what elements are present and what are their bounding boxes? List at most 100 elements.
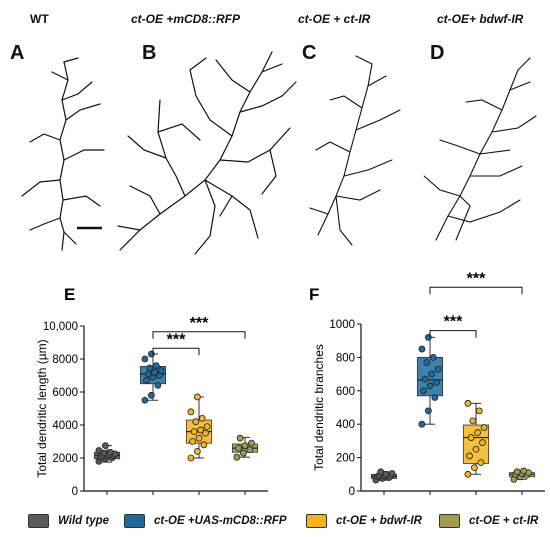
- box-group: [508, 467, 536, 483]
- data-point: [423, 359, 431, 366]
- y-tick-label: 2000: [52, 453, 78, 465]
- data-point: [198, 414, 206, 422]
- data-point: [469, 417, 477, 425]
- significance-bracket: ***: [429, 314, 477, 338]
- y-tick-label: 600: [336, 386, 355, 398]
- y-tick-label: 0: [349, 486, 355, 498]
- panel-letter-a: A: [10, 42, 25, 64]
- data-point: [235, 444, 242, 452]
- bracket-line: [429, 330, 477, 338]
- y-tick-label: 200: [336, 453, 355, 465]
- y-tick-label: 0: [72, 486, 78, 498]
- panel-title-d: ct-OE+ bdwf-IR: [437, 12, 524, 26]
- neuron-images: [21, 51, 537, 255]
- legend-label: Wild type: [58, 515, 110, 527]
- y-tick-label: 6000: [52, 387, 78, 399]
- y-tick-label: 8000: [52, 354, 78, 366]
- y-tick-label: 1000: [329, 319, 355, 331]
- significance-label: ***: [444, 314, 463, 331]
- y-axis-label: Total dendritic length (µm): [35, 339, 49, 477]
- y-tick-label: 800: [336, 352, 355, 364]
- legend-swatch: [28, 514, 49, 528]
- data-point: [377, 468, 385, 476]
- legend: Wild type ct-OE +UAS-mCD8::RFP ct-OE + b…: [0, 514, 550, 534]
- data-point: [472, 445, 480, 453]
- data-point: [141, 396, 149, 404]
- data-point: [426, 382, 434, 390]
- significance-bracket: ***: [152, 331, 200, 356]
- data-point: [192, 418, 200, 426]
- panel-letter-f: F: [309, 285, 319, 304]
- legend-swatch: [306, 514, 327, 528]
- panel-letter-d: D: [430, 42, 445, 64]
- significance-label: ***: [167, 331, 186, 348]
- data-point: [428, 370, 436, 378]
- box-group: [139, 350, 167, 404]
- neuron-wt-image: [21, 57, 105, 251]
- data-point: [470, 464, 478, 472]
- legend-label: ct-OE +UAS-mCD8::RFP: [154, 515, 287, 527]
- box-group: [462, 399, 490, 478]
- data-point: [187, 408, 195, 416]
- data-point: [146, 364, 154, 372]
- bracket-line: [152, 347, 200, 356]
- box-group: [416, 333, 444, 428]
- data-point: [479, 439, 486, 446]
- data-point: [464, 470, 472, 478]
- neuron-ct-oe-bdwf-ir-image: [423, 57, 537, 241]
- data-point: [467, 434, 475, 441]
- data-point: [424, 407, 432, 415]
- data-point: [429, 354, 437, 361]
- data-point: [421, 375, 429, 383]
- legend-item-ct-oe-ct-ir: ct-OE + ct-IR: [439, 514, 538, 528]
- data-point: [434, 365, 442, 373]
- data-point: [203, 423, 211, 431]
- y-tick-label: 4000: [52, 420, 78, 432]
- data-point: [248, 439, 255, 447]
- data-point: [239, 449, 247, 457]
- data-point: [106, 448, 114, 456]
- legend-item-wild-type: Wild type: [28, 514, 109, 528]
- panel-letter-c: C: [302, 42, 317, 64]
- data-point: [202, 429, 209, 437]
- legend-swatch: [124, 514, 145, 528]
- data-point: [388, 470, 396, 477]
- significance-bracket: ***: [429, 270, 523, 295]
- chart-e-dendritic-length: E 0 2000 4000 6000 8000 10,000 Total dendritic …: [35, 285, 268, 498]
- data-point: [151, 368, 159, 376]
- panel-title-c: ct-OE + ct-IR: [298, 12, 371, 26]
- data-point: [101, 442, 109, 450]
- data-point: [475, 407, 483, 415]
- significance-label: ***: [467, 270, 486, 287]
- panel-letter-e: E: [64, 285, 75, 304]
- bracket-line: [152, 331, 246, 339]
- data-point: [513, 468, 521, 476]
- panel-title-b: ct-OE +mCD8::RFP: [131, 12, 241, 26]
- legend-label: ct-OE + bdwf-IR: [336, 515, 422, 527]
- data-point: [154, 382, 162, 389]
- panel-letter-b: B: [142, 42, 157, 64]
- data-point: [141, 355, 149, 363]
- legend-swatch: [439, 514, 460, 528]
- significance-label: ***: [190, 315, 209, 332]
- data-point: [95, 447, 103, 454]
- data-point: [418, 420, 426, 428]
- data-point: [233, 453, 241, 461]
- data-point: [420, 387, 427, 395]
- data-point: [418, 345, 426, 353]
- data-point: [246, 446, 254, 454]
- data-point: [520, 467, 528, 475]
- data-point: [189, 438, 196, 445]
- legend-item-ct-oe-bdwf-ir: ct-OE + bdwf-IR: [306, 514, 422, 528]
- neuron-ct-oe-rfp-image: [117, 51, 297, 255]
- y-tick-label: 400: [336, 419, 355, 431]
- data-point: [466, 452, 473, 460]
- data-point: [236, 434, 244, 442]
- data-point: [431, 394, 439, 401]
- data-point: [147, 391, 155, 399]
- chart-f-dendritic-branches: F 0 200 400 600 800 1000 Total dendritic branch…: [309, 270, 545, 498]
- neuron-ct-oe-ct-ir-image: [309, 55, 401, 246]
- data-point: [195, 434, 203, 442]
- data-point: [157, 367, 165, 374]
- data-point: [197, 426, 205, 434]
